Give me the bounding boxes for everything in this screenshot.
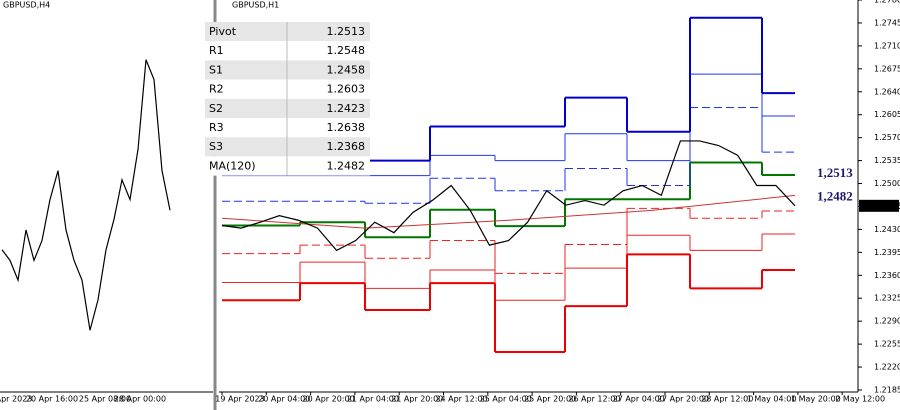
x-tick-label: Apr 2023 <box>0 395 32 404</box>
row-value: 1.2458 <box>327 63 366 76</box>
annotation: 1,2482 <box>817 188 853 203</box>
chart-title: GBPUSD,H4 <box>3 1 50 10</box>
x-tick-label: 21 Apr 20:00 <box>391 395 443 404</box>
y-tick-label: 1.2395 <box>874 248 900 257</box>
y-tick-label: 1.2185 <box>874 386 900 395</box>
y-tick-label: 1.2780 <box>874 0 900 5</box>
row-name: S1 <box>209 63 223 76</box>
y-tick-label: 1.2325 <box>874 294 900 303</box>
y-tick-label: 1.2745 <box>874 18 900 27</box>
row-name: Pivot <box>209 25 237 38</box>
y-tick-label: 1.2675 <box>874 64 900 73</box>
row-value: 1.2603 <box>327 83 366 96</box>
annotation: 1,2513 <box>817 165 853 180</box>
row-name: R1 <box>209 44 224 57</box>
x-tick-label: 20 Apr 04:00 <box>258 395 310 404</box>
x-tick-label: 24 Apr 12:00 <box>435 395 487 404</box>
ma-line <box>221 194 796 229</box>
x-tick-label: 20 Apr 16:00 <box>26 395 78 404</box>
x-tick-label: 28 Apr 00:00 <box>114 395 166 404</box>
x-tick-label: 1 May 20:00 <box>791 395 841 404</box>
y-tick-label: 1.2430 <box>874 225 900 234</box>
x-tick-label: 27 Apr 04:00 <box>613 395 665 404</box>
row-value: 1.2513 <box>327 25 366 38</box>
x-tick-label: 25 Apr 04:00 <box>480 395 532 404</box>
y-tick-label: 1.2710 <box>874 41 900 50</box>
price-line <box>221 140 796 252</box>
y-tick-label: 1.2360 <box>874 271 900 280</box>
chart-title: GBPUSD,H1 <box>232 1 279 10</box>
y-tick-label: 1.2500 <box>874 179 900 188</box>
row-name: S2 <box>209 102 223 115</box>
row-name: MA(120) <box>209 159 256 172</box>
row-value: 1.2423 <box>327 102 366 115</box>
x-tick-label: 21 Apr 04:00 <box>347 395 399 404</box>
row-value: 1.2482 <box>327 159 366 172</box>
row-value: 1.2368 <box>327 140 366 153</box>
x-tick-label: 26 Apr 12:00 <box>568 395 620 404</box>
row-value: 1.2548 <box>327 44 366 57</box>
x-tick-label: 20 Apr 20:00 <box>303 395 355 404</box>
last-price-label: 1.2466 <box>874 201 900 210</box>
x-tick-label: 27 Apr 20:00 <box>657 395 709 404</box>
price-line <box>1 59 171 331</box>
x-tick-label: 2 May 12:00 <box>835 395 885 404</box>
y-tick-label: 1.2255 <box>874 340 900 349</box>
row-name: R2 <box>209 83 224 96</box>
row-name: S3 <box>209 140 223 153</box>
x-tick-label: 28 Apr 12:00 <box>701 395 753 404</box>
row-value: 1.2638 <box>327 121 366 134</box>
y-tick-label: 1.2290 <box>874 317 900 326</box>
x-tick-label: 25 Apr 20:00 <box>524 395 576 404</box>
pivot-table: Pivot 1.2513 R1 1.2548 S1 1.2458 R2 1.2603 S2 1.2… <box>205 22 370 176</box>
y-tick-label: 1.2640 <box>874 87 900 96</box>
x-tick-label: 19 Apr 2023 <box>215 395 264 404</box>
row-name: R3 <box>209 121 224 134</box>
y-tick-label: 1.2535 <box>874 156 900 165</box>
y-tick-label: 1.2570 <box>874 133 900 142</box>
last-price-box <box>859 199 899 212</box>
x-tick-label: 1 May 04:00 <box>747 395 797 404</box>
x-tick-label: 25 Apr 08:00 <box>79 395 131 404</box>
y-tick-label: 1.2605 <box>874 110 900 119</box>
y-tick-label: 1.2220 <box>874 363 900 372</box>
